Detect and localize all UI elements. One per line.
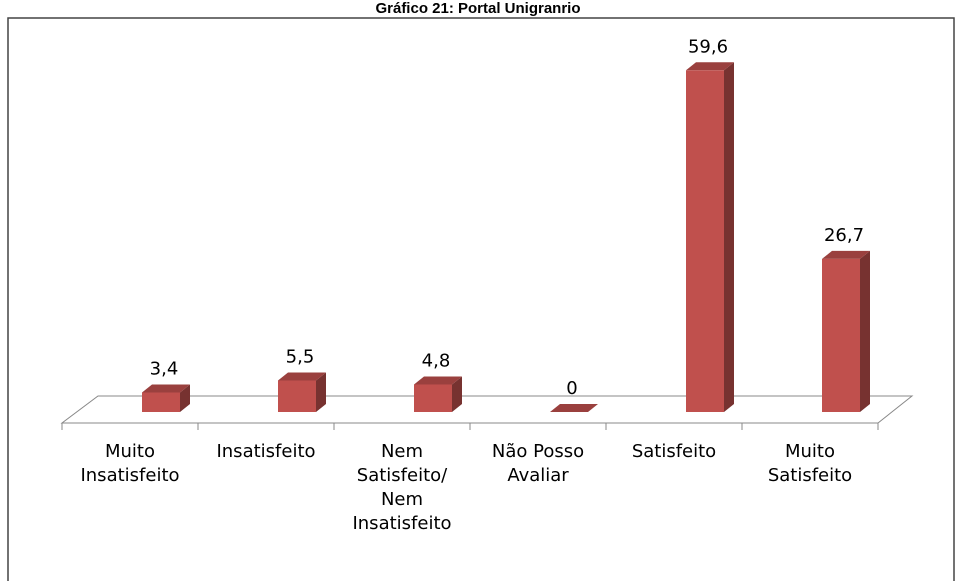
bar	[414, 376, 462, 412]
bar-face	[686, 70, 724, 412]
bar-face	[414, 376, 462, 385]
bar-face	[278, 372, 326, 381]
value-label: 4,8	[422, 350, 451, 371]
bar-face	[822, 250, 870, 259]
bar	[550, 404, 598, 412]
value-label: 0	[566, 378, 577, 399]
bar-face	[414, 384, 452, 412]
bar-face	[686, 62, 734, 71]
bar	[278, 372, 326, 412]
bar-face	[452, 376, 462, 412]
bar	[142, 384, 190, 412]
x-tick-label: Muito Satisfeito	[767, 441, 853, 486]
chart-title: Gráfico 21: Portal Unigranrio	[375, 0, 580, 17]
bar	[686, 62, 734, 412]
x-tick-label: Muito Insatisfeito	[80, 441, 180, 486]
bar-face	[142, 392, 180, 412]
bar-face	[550, 404, 598, 412]
bar-face	[316, 372, 326, 412]
value-label: 5,5	[286, 346, 315, 367]
value-label: 59,6	[688, 36, 728, 57]
x-tick-label: Não Posso Avaliar	[491, 441, 585, 486]
x-tick-label: Nem Satisfeito/ Nem Insatisfeito	[352, 441, 452, 534]
bar-face	[278, 380, 316, 412]
bar-face	[860, 250, 870, 412]
value-label: 26,7	[824, 225, 864, 246]
value-label: 3,4	[150, 359, 179, 380]
bar-face	[142, 384, 190, 393]
bar-face	[724, 62, 734, 412]
bar-face	[822, 258, 860, 412]
chart-border	[7, 17, 955, 581]
x-tick-label: Satisfeito	[631, 441, 717, 462]
x-tick-label: Insatisfeito	[216, 441, 316, 462]
bar	[822, 250, 870, 412]
bar-face	[180, 384, 190, 412]
